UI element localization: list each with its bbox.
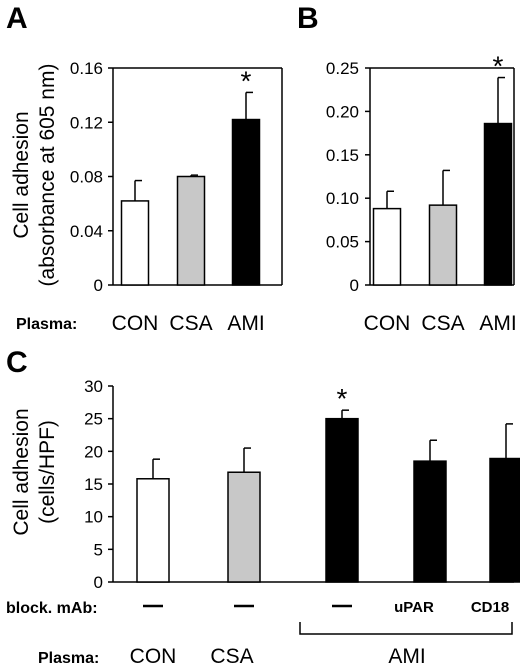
panel-c-plasma-label: AMI: [388, 645, 425, 666]
panel-a-letter: A: [6, 2, 28, 35]
panel-c-bar: [325, 417, 359, 583]
panel-b-letter: B: [297, 2, 319, 35]
panel-c-y-tick-label: 30: [84, 377, 103, 396]
panel-c-y-tick-label: 10: [84, 508, 103, 527]
panel-b-category-label: AMI: [479, 312, 516, 335]
panel-c-bar: [413, 460, 447, 583]
panel-b-y-tick-label: 0: [350, 276, 359, 295]
panel-c-mab-row-label: block. mAb:: [6, 600, 98, 617]
panel-a-y-tick-label: 0: [94, 276, 103, 295]
chart-marks: 0 0.04 0.08 0.12 0.16 * CON CSA AMI 0 0.05 0.10 0.15…: [70, 51, 520, 666]
panel-a-y-tick-label: 0.08: [70, 168, 103, 187]
panel-b-category-label: CON: [364, 312, 411, 335]
panel-c-plasma-row-label: Plasma:: [38, 650, 99, 666]
panel-a-bar: [231, 118, 261, 286]
panel-c-plasma-label: CSA: [210, 645, 253, 666]
panel-c-y-tick-label: 15: [84, 475, 103, 494]
panel-c-ami-bracket: [299, 622, 513, 635]
panel-a-category-label: CSA: [169, 312, 212, 335]
panel-b-y-tick-label: 0.10: [326, 189, 359, 208]
panel-c-ylabel-line2: (cells/HPF): [36, 420, 59, 524]
panel-a-row-label: Plasma:: [16, 316, 77, 333]
panel-a-category-label: AMI: [227, 312, 264, 335]
panel-b-y-tick-label: 0.25: [326, 59, 359, 78]
panel-a-bar: [120, 200, 150, 286]
panel-c-y-tick-label: 25: [84, 410, 103, 429]
panel-a-ylabel-line2: (absorbance at 605 nm): [36, 64, 59, 287]
panel-c-bar: [489, 457, 520, 583]
panel-a-significance-star: *: [241, 65, 252, 96]
panel-c-mab-label: uPAR: [394, 599, 434, 616]
panel-a-category-label: CON: [112, 312, 159, 335]
panel-c-y-tick-label: 20: [84, 442, 103, 461]
panel-c-bar: [136, 478, 170, 583]
panel-c-plasma-label: CON: [130, 645, 177, 666]
panel-b-significance-star: *: [493, 51, 504, 82]
panel-b-y-tick-label: 0.20: [326, 102, 359, 121]
panel-b-bar: [372, 207, 402, 286]
panel-b-bar: [483, 122, 513, 286]
panel-a-bar: [176, 175, 206, 286]
panel-c-ylabel-line1: Cell adhesion: [10, 408, 33, 535]
panel-b-category-label: CSA: [421, 312, 464, 335]
panel-c-significance-star: *: [337, 383, 348, 414]
panel-b-y-tick-label: 0.05: [326, 233, 359, 252]
panel-a-y-tick-label: 0.12: [70, 113, 103, 132]
panel-b-bar: [428, 204, 458, 286]
panel-c-y-tick-label: 0: [94, 573, 103, 592]
panel-c-letter: C: [6, 346, 28, 379]
panel-a-y-tick-label: 0.04: [70, 222, 103, 241]
panel-c-y-tick-label: 5: [94, 540, 103, 559]
panel-c-mab-label: CD18: [471, 599, 509, 616]
panel-a-ylabel-line1: Cell adhesion: [10, 111, 33, 238]
panel-a-y-tick-label: 0.16: [70, 59, 103, 78]
panel-c-bar: [227, 471, 261, 583]
panel-b-y-tick-label: 0.15: [326, 146, 359, 165]
